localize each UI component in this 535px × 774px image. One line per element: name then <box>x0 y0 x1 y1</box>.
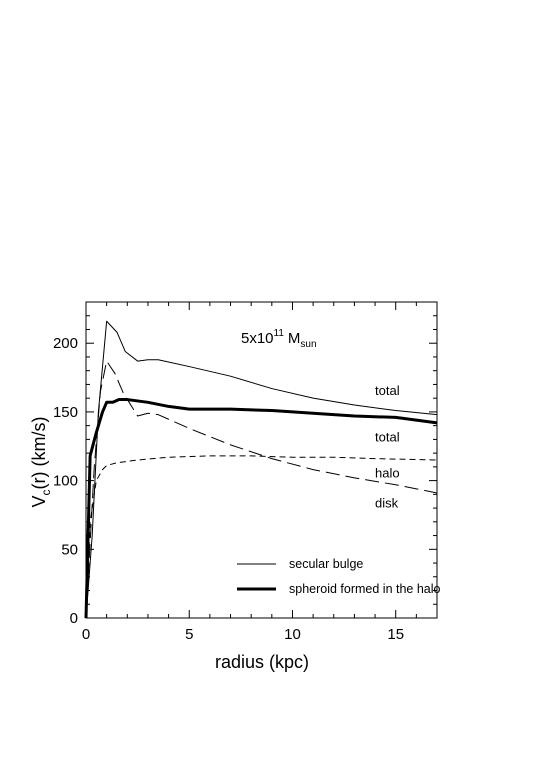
y-tick-label: 0 <box>70 610 78 627</box>
x-axis-title: radius (kpc) <box>215 652 309 672</box>
legend: secular bulge spheroid formed in the hal… <box>237 557 441 596</box>
legend-label-secular-bulge: secular bulge <box>289 557 363 571</box>
x-tick-label: 0 <box>82 626 90 643</box>
y-tick-label: 150 <box>53 404 78 421</box>
series-line-secular_total <box>85 320 438 619</box>
series-line-spheroid_total <box>84 398 438 619</box>
curve-annotations: total total halo disk <box>375 383 400 511</box>
y-tick-label: 200 <box>53 335 78 352</box>
legend-label-spheroid: spheroid formed in the halo <box>289 582 441 596</box>
y-tick-label: 100 <box>53 473 78 490</box>
series-layer <box>84 320 438 619</box>
x-tick-label: 5 <box>185 626 193 643</box>
plot-frame <box>85 301 438 619</box>
y-tick-label: 50 <box>61 541 78 558</box>
annotation-total-spheroid: total <box>375 430 400 445</box>
mass-label-exponent: 11 <box>274 328 285 339</box>
series-line-halo <box>85 455 438 619</box>
y-axis-title-rest: (r) (km/s) <box>29 417 49 490</box>
series-line-secular_disk <box>85 360 438 619</box>
y-axis-title-sub: c <box>39 489 53 495</box>
y-axis-title: Vc(r) (km/s) <box>29 417 53 508</box>
x-tick-label: 15 <box>387 626 404 643</box>
x-tick-label: 10 <box>284 626 301 643</box>
mass-label-unit: M <box>288 330 301 347</box>
annotation-disk: disk <box>375 496 399 511</box>
mass-label-unit-subscript: sun <box>300 339 316 350</box>
mass-label-prefix: 5x10 <box>241 330 274 347</box>
annotation-total-secular: total <box>375 383 400 398</box>
y-axis-title-main: V <box>29 495 49 507</box>
annotation-halo: halo <box>375 465 400 480</box>
mass-label: 5x1011 Msun <box>241 328 317 350</box>
